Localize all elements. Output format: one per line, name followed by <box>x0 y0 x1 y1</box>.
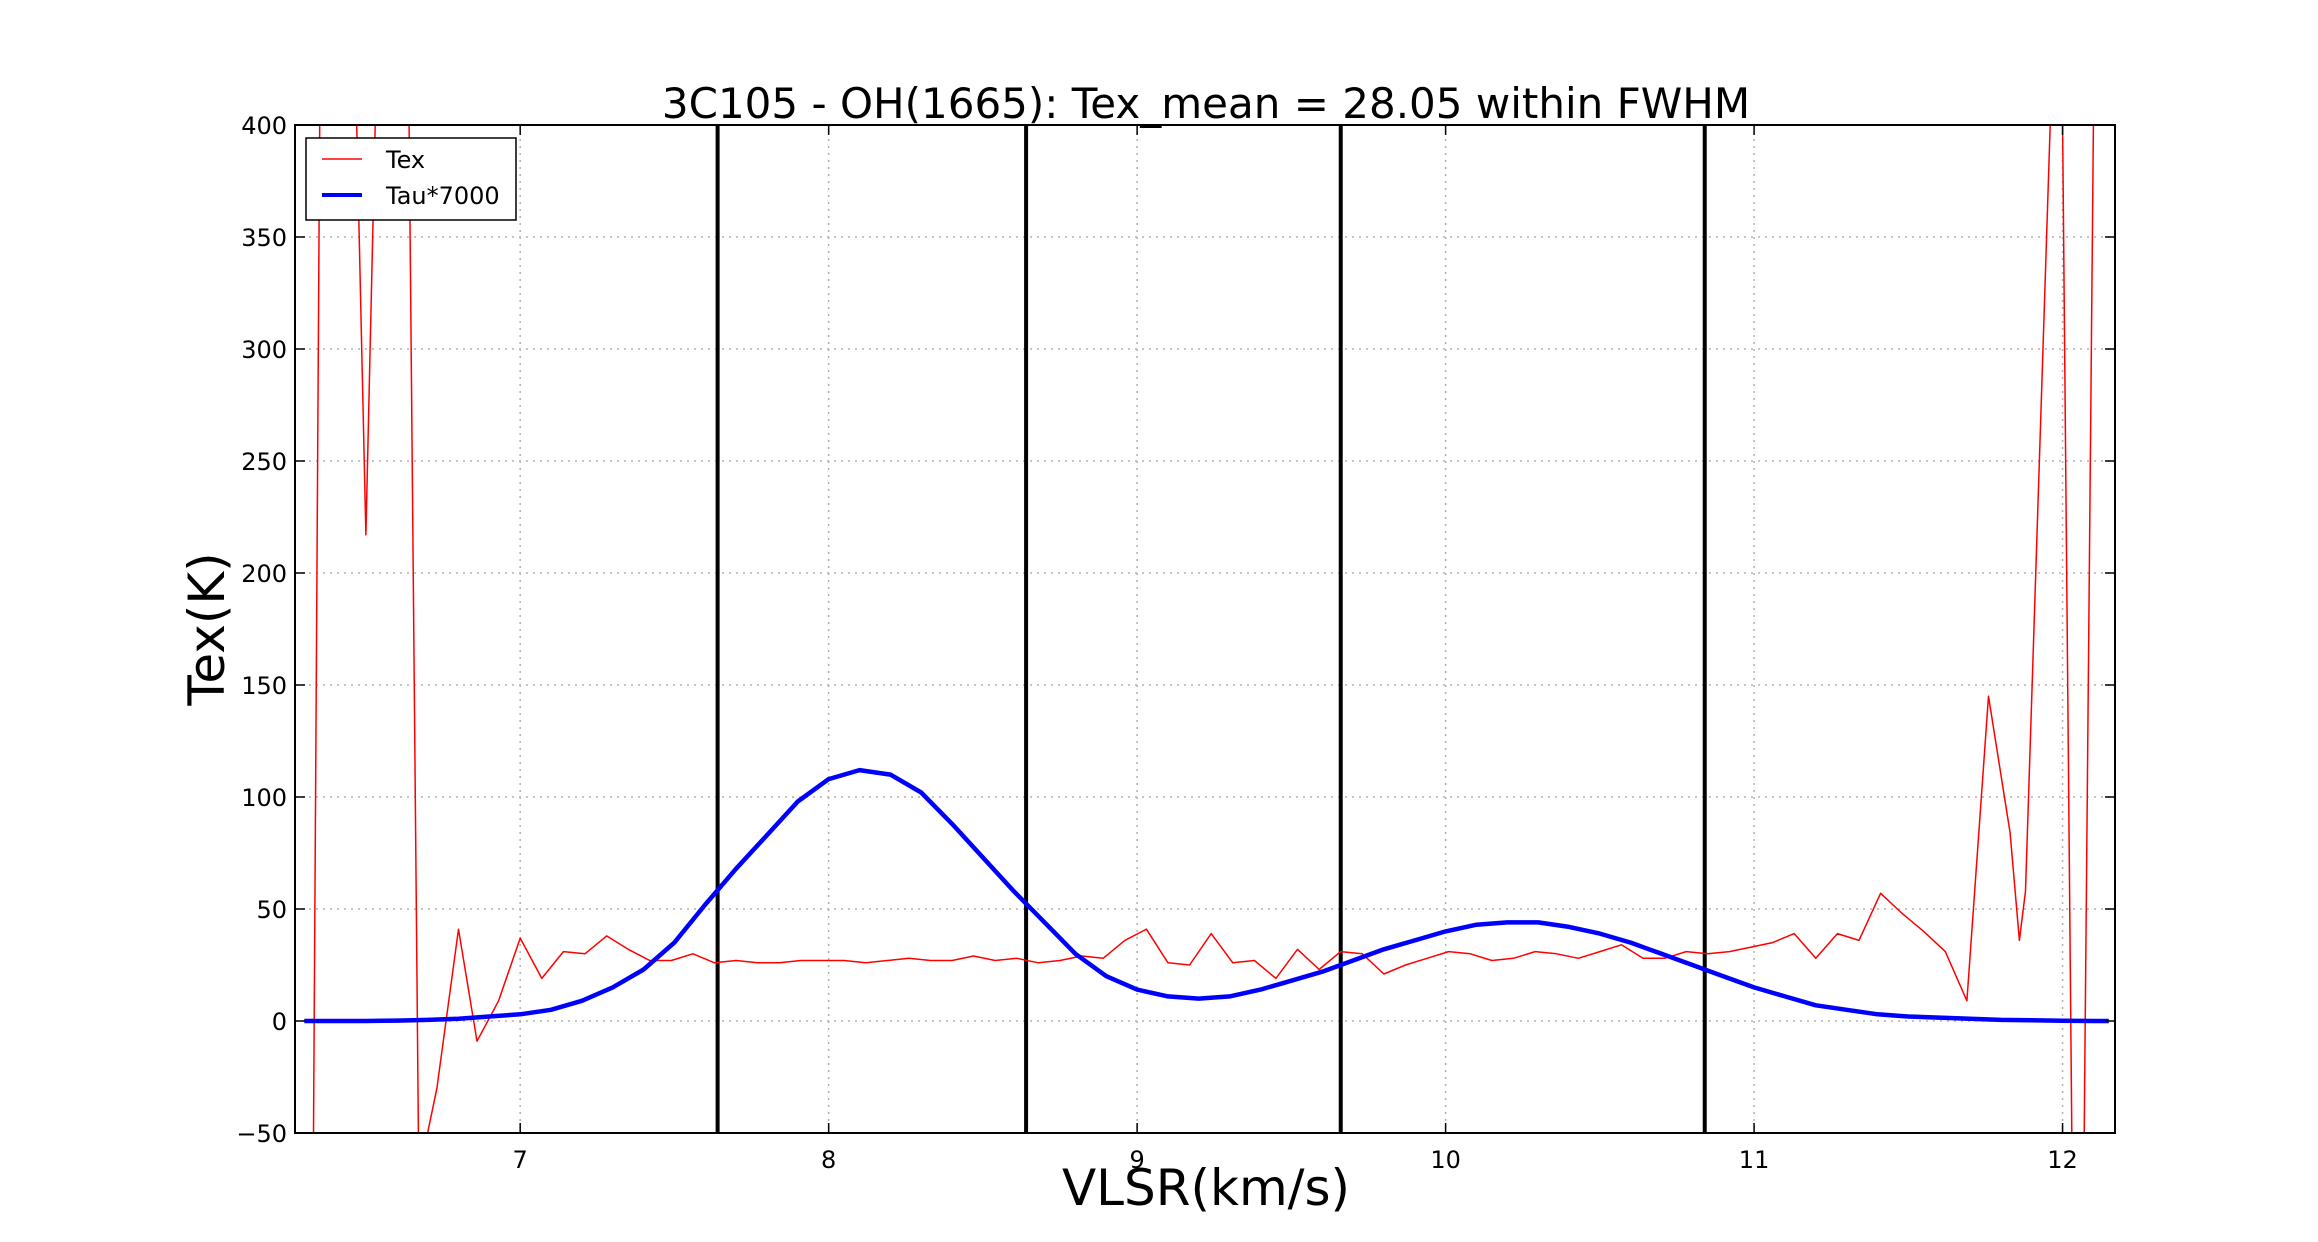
x-tick-label: 8 <box>821 1146 836 1174</box>
ticks: 7 8 9 10 11 12 −50 0 50 100 150 200 250 300 350 400 <box>236 112 2115 1174</box>
legend: Tex Tau*7000 <box>305 137 517 221</box>
y-tick-label: 350 <box>241 224 287 252</box>
chart-title: 3C105 - OH(1665): Tex_mean = 28.05 withi… <box>662 79 1750 128</box>
y-tick-label: 300 <box>241 336 287 364</box>
plot-frame <box>294 124 2116 1134</box>
series-group <box>304 125 2109 1133</box>
x-tick-label: 11 <box>1739 1146 1770 1174</box>
x-tick-label: 10 <box>1430 1146 1461 1174</box>
x-tick-label: 12 <box>2047 1146 2078 1174</box>
x-tick-label: 9 <box>1129 1146 1144 1174</box>
legend-box <box>305 137 517 221</box>
x-tick-label: 7 <box>513 1146 528 1174</box>
series-line-tex <box>312 125 2095 1133</box>
series-line-tau <box>304 767 2109 1024</box>
y-tick-label: 0 <box>272 1008 287 1036</box>
y-tick-label: 100 <box>241 784 287 812</box>
y-tick-label: 200 <box>241 560 287 588</box>
y-tick-label: 400 <box>241 112 287 140</box>
y-tick-label: 150 <box>241 672 287 700</box>
plot-background <box>295 125 2115 1133</box>
x-axis-label: VLSR(km/s) <box>1062 1159 1350 1217</box>
y-tick-label: −50 <box>236 1120 287 1148</box>
y-tick-label: 250 <box>241 448 287 476</box>
legend-label-tau: Tau*7000 <box>385 182 500 210</box>
legend-label-tex: Tex <box>385 146 425 174</box>
y-tick-label: 50 <box>256 896 287 924</box>
grid <box>295 125 2115 1133</box>
y-axis-label: Tex(K) <box>178 552 236 706</box>
